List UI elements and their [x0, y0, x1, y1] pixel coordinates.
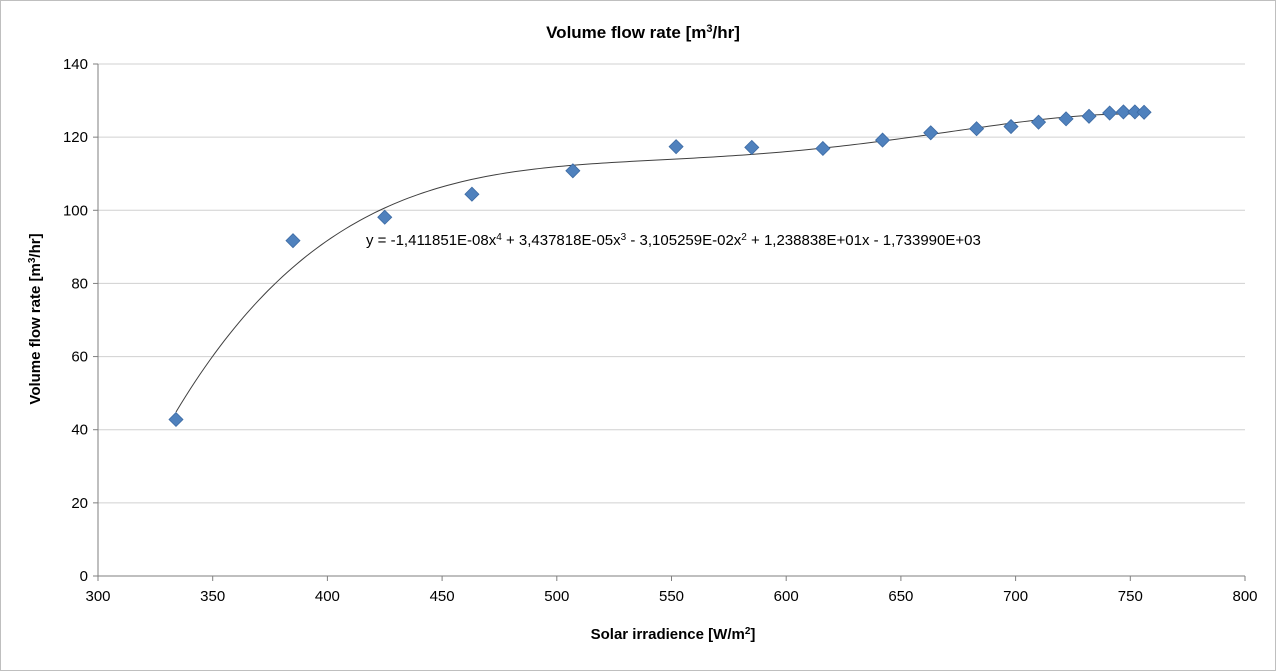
equation-part: 3	[621, 232, 627, 243]
data-point	[1136, 104, 1152, 120]
x-tick-label: 300	[85, 588, 110, 605]
data-point	[923, 125, 939, 141]
axes	[93, 63, 1246, 581]
data-point	[1030, 114, 1047, 130]
data-point	[815, 140, 831, 157]
data-point	[1102, 105, 1118, 121]
x-tick-label: 350	[200, 588, 225, 605]
x-tick-label: 450	[430, 588, 455, 605]
chart-title: Volume flow rate [m3/hr]	[546, 23, 740, 42]
equation-part: + 1,238838E+01x - 1,733990E+03	[747, 232, 981, 249]
x-tick-label: 650	[888, 588, 913, 605]
trendline-equation: y = -1,411851E-08x4 + 3,437818E-05x3 - 3…	[366, 232, 981, 250]
data-point	[1003, 118, 1019, 135]
y-tick-label: 100	[63, 202, 88, 219]
chart-text: Volume flow rate [m3/hr] Solar irradienc…	[27, 23, 1258, 643]
data-point	[377, 209, 393, 225]
y-tick-label: 20	[71, 495, 88, 512]
x-tick-label: 750	[1118, 588, 1143, 605]
data-point	[1058, 111, 1074, 127]
x-tick-label: 400	[315, 588, 340, 605]
data-point	[1115, 104, 1131, 120]
equation-part: 4	[496, 232, 502, 243]
y-tick-label: 120	[63, 129, 88, 146]
x-axis-label: Solar irradience [W/m2]	[591, 626, 756, 644]
data-point	[1081, 108, 1097, 124]
y-axis-label: Volume flow rate [m3/hr]	[27, 233, 45, 404]
data-points	[168, 104, 1152, 428]
data-point	[168, 411, 184, 428]
grid-lines	[98, 63, 1245, 504]
equation-part: 2	[741, 232, 747, 243]
x-tick-label: 500	[544, 588, 569, 605]
x-tick-label: 550	[659, 588, 684, 605]
equation-part: - 3,105259E-02x	[626, 232, 742, 249]
x-tick-label: 700	[1003, 588, 1028, 605]
data-point	[464, 186, 480, 202]
y-tick-label: 140	[63, 56, 88, 73]
y-tick-label: 80	[71, 275, 88, 292]
data-point	[969, 121, 985, 137]
equation-part: y = -1,411851E-08x	[366, 232, 497, 249]
equation-part: + 3,437818E-05x	[502, 232, 621, 249]
y-tick-label: 40	[71, 422, 88, 439]
data-point	[668, 139, 684, 155]
x-tick-label: 600	[774, 588, 799, 605]
y-tick-label: 60	[71, 349, 88, 366]
x-tick-label: 800	[1232, 588, 1257, 605]
polynomial-trendline	[175, 113, 1145, 413]
data-point	[744, 139, 760, 155]
data-point	[285, 233, 301, 249]
data-point	[565, 163, 581, 179]
trendline-layer	[175, 113, 1145, 413]
data-point	[874, 132, 891, 148]
y-tick-label: 0	[80, 568, 88, 585]
